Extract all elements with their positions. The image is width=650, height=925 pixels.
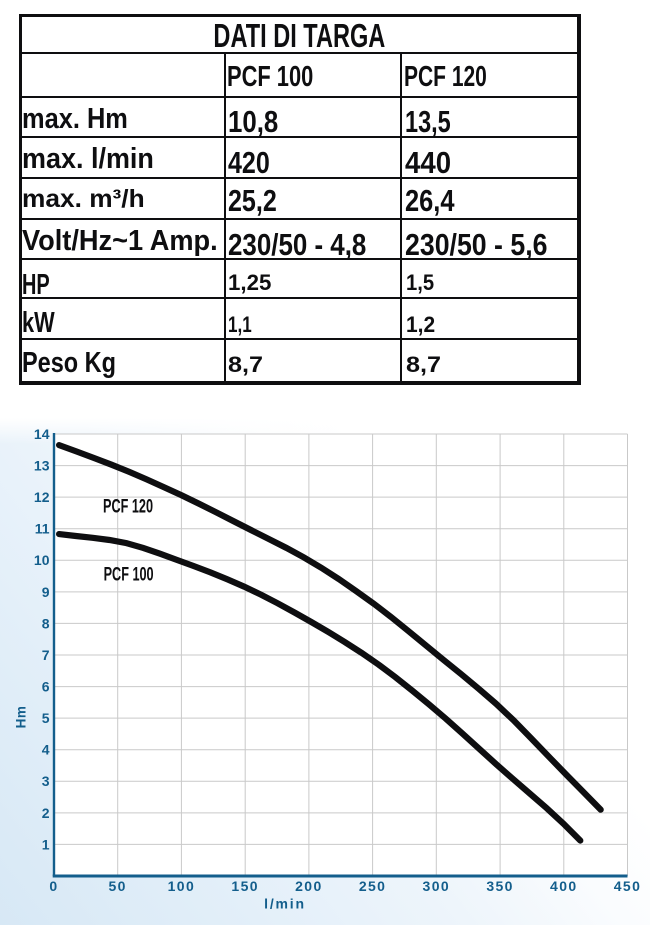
svg-text:PCF 100: PCF 100 [104,565,154,586]
svg-text:400: 400 [550,878,578,894]
svg-text:3: 3 [42,773,50,789]
svg-text:11: 11 [35,521,50,537]
svg-text:Hm: Hm [14,706,29,729]
svg-text:50: 50 [109,878,127,894]
svg-text:0: 0 [49,878,58,894]
svg-text:2: 2 [42,805,50,821]
svg-text:14: 14 [34,426,50,442]
svg-text:10: 10 [34,552,50,568]
svg-text:8: 8 [42,615,50,631]
svg-text:4: 4 [42,742,50,758]
svg-text:5: 5 [42,710,50,726]
svg-text:100: 100 [168,878,196,894]
svg-text:9: 9 [42,584,50,600]
svg-text:l/min: l/min [264,895,306,911]
svg-text:150: 150 [231,878,259,894]
svg-text:PCF 120: PCF 120 [103,496,153,517]
svg-text:6: 6 [42,679,50,695]
svg-text:13: 13 [34,458,50,474]
svg-text:12: 12 [34,489,50,505]
svg-text:200: 200 [295,878,323,894]
svg-text:250: 250 [359,878,387,894]
svg-text:1: 1 [42,836,50,852]
svg-text:350: 350 [486,878,514,894]
svg-text:300: 300 [423,878,451,894]
svg-text:450: 450 [614,878,642,894]
svg-text:7: 7 [42,647,50,663]
